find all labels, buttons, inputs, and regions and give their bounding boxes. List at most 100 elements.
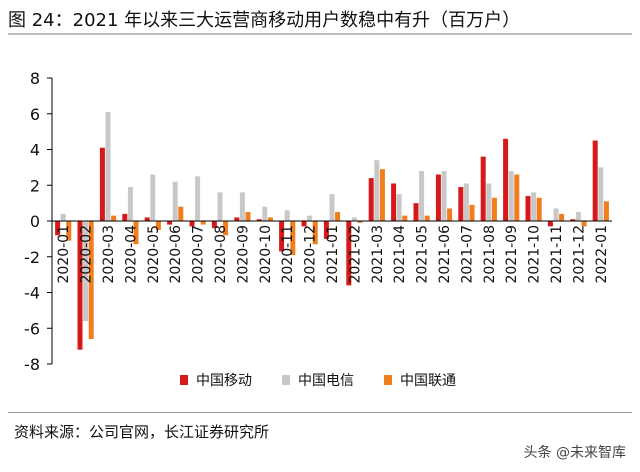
bar-china_mobile — [435, 174, 441, 221]
x-tick-label: 2020-02 — [79, 225, 95, 284]
watermark: 头条 @未来智库 — [523, 445, 626, 461]
bar-china_telecom — [508, 170, 514, 221]
bar-china_telecom — [553, 208, 559, 221]
x-tick-label: 2020-07 — [191, 225, 207, 284]
bar-china_unicom — [424, 215, 430, 221]
source-note: 资料来源：公司官网，长江证券研究所 — [14, 423, 270, 441]
y-tick-label: 2 — [30, 176, 40, 195]
bar-china_mobile — [547, 221, 553, 227]
x-tick-label: 2020-12 — [303, 225, 319, 284]
bar-china_mobile — [99, 147, 105, 221]
y-tick-label: 8 — [30, 69, 40, 88]
bar-china_telecom — [329, 194, 335, 221]
bar-china_mobile — [256, 219, 262, 221]
x-tick-label: 2020-06 — [168, 225, 184, 284]
x-tick-label: 2020-08 — [213, 225, 229, 284]
bar-china_mobile — [234, 217, 240, 221]
bar-china_mobile — [211, 221, 217, 229]
x-tick-label: 2020-04 — [123, 225, 139, 284]
bar-china_mobile — [346, 221, 352, 286]
bar-china_telecom — [531, 192, 537, 221]
bar-china_telecom — [150, 174, 156, 221]
bar-china_unicom — [514, 174, 520, 221]
bar-china_unicom — [491, 197, 497, 221]
x-tick-label: 2021-09 — [504, 225, 520, 284]
bar-china_unicom — [267, 217, 273, 221]
x-tick-label: 2020-01 — [56, 225, 72, 284]
bar-china_unicom — [155, 221, 161, 230]
bar-china_mobile — [368, 178, 374, 221]
legend-label-china-unicom: 中国联通 — [400, 373, 456, 389]
x-tick-label: 2021-08 — [482, 225, 498, 284]
y-tick-label: -8 — [24, 355, 40, 374]
bar-china_telecom — [463, 183, 469, 221]
x-tick-label: 2021-12 — [571, 225, 587, 284]
bar-china_unicom — [312, 221, 318, 245]
x-tick-label: 2021-11 — [549, 225, 565, 284]
x-tick-label: 2021-04 — [392, 225, 408, 284]
legend-label-china-mobile: 中国移动 — [196, 373, 252, 389]
bar-china_unicom — [379, 169, 385, 221]
bar-china_unicom — [335, 212, 341, 221]
bar-china_unicom — [133, 221, 139, 245]
bar-china_unicom — [469, 204, 475, 221]
x-tick-label: 2021-03 — [370, 225, 386, 284]
bar-china_telecom — [419, 170, 425, 221]
bar-china_telecom — [307, 215, 313, 221]
x-tick-label: 2020-05 — [146, 225, 162, 284]
bar-china_telecom — [83, 221, 89, 322]
bar-china_mobile — [122, 213, 128, 221]
bar-china_mobile — [55, 221, 61, 236]
bar-china_mobile — [592, 140, 598, 221]
bar-china_mobile — [480, 156, 486, 221]
y-tick-label: 6 — [30, 105, 40, 124]
legend-item-china-telecom: 中国电信 — [282, 370, 354, 390]
bar-china_telecom — [217, 192, 223, 221]
x-tick-label: 2020-03 — [101, 225, 117, 284]
bar-china_telecom — [172, 181, 178, 221]
y-tick-label: 4 — [30, 141, 40, 160]
bar-china_mobile — [301, 221, 307, 227]
bar-china_unicom — [357, 221, 363, 223]
x-tick-label: 2021-05 — [415, 225, 431, 284]
y-tick-label: -2 — [24, 248, 40, 267]
bar-china_unicom — [200, 221, 206, 225]
legend-item-china-mobile: 中国移动 — [180, 370, 252, 390]
bar-china_mobile — [167, 221, 173, 225]
legend-swatch-china-telecom — [282, 375, 290, 385]
bar-china_unicom — [245, 212, 251, 221]
bar-china_telecom — [396, 194, 402, 221]
y-tick-label: -4 — [24, 284, 40, 303]
bar-china_telecom — [441, 170, 447, 221]
bar-china_mobile — [323, 221, 329, 239]
bar-china_mobile — [458, 187, 464, 221]
bar-china_mobile — [570, 219, 576, 221]
title-divider — [8, 33, 632, 35]
bar-china_telecom — [105, 111, 111, 221]
bar-china_telecom — [60, 213, 66, 221]
bar-china_mobile — [391, 183, 397, 221]
bar-china_mobile — [525, 195, 531, 221]
bar-china_unicom — [559, 213, 565, 221]
bar-china_telecom — [351, 217, 357, 221]
bar-china_telecom — [598, 167, 604, 221]
legend-swatch-china-mobile — [180, 375, 188, 385]
bar-china_telecom — [195, 176, 201, 221]
bar-china_unicom — [447, 208, 453, 221]
bar-china_unicom — [111, 215, 117, 221]
bar-china_telecom — [575, 212, 581, 221]
bar-china_mobile — [413, 203, 419, 221]
bar-china_unicom — [581, 221, 587, 227]
chart-legend: 中国移动 中国电信 中国联通 — [180, 370, 456, 390]
legend-swatch-china-unicom — [384, 375, 392, 385]
x-tick-label: 2021-07 — [459, 225, 475, 284]
bar-china_telecom — [486, 183, 492, 221]
bar-china_mobile — [503, 138, 509, 221]
x-tick-label: 2021-06 — [437, 225, 453, 284]
x-tick-label: 2021-02 — [347, 225, 363, 284]
x-tick-label: 2022-01 — [594, 225, 610, 284]
bar-chart: -8 -6 -4 -2 0 2 4 6 8 2020-01 2020-02 2020-03 2020-0… — [24, 69, 612, 374]
x-tick-label: 2020-10 — [258, 225, 274, 284]
bar-china_unicom — [536, 197, 542, 221]
x-tick-label: 2021-01 — [325, 225, 341, 284]
